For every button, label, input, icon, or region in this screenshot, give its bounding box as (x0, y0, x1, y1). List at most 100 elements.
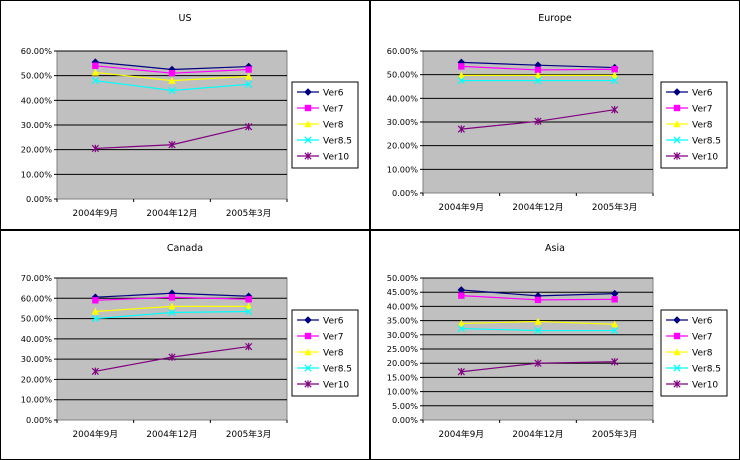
data-point-ver8-5 (168, 308, 176, 317)
y-tick-label: 10.00% (387, 164, 418, 174)
y-tick-label: 45.00% (387, 287, 418, 297)
legend-label: Ver8 (692, 349, 713, 359)
x-tick-label: 2004年9月 (73, 428, 119, 440)
legend-box (660, 309, 728, 397)
legend-marker (304, 120, 312, 128)
chart-us: US 0.00% 10.00% 20.00% 30.00% 40.00% 50.00% 60.… (0, 0, 370, 230)
legend-marker (673, 348, 681, 356)
y-tick-label: 50.00% (387, 70, 418, 80)
legend-label: Ver8.5 (692, 365, 721, 375)
y-tick-label: 60.00% (21, 293, 52, 303)
y-tick-label: 30.00% (21, 354, 52, 364)
data-point-ver8-5 (611, 326, 619, 335)
data-point-ver8-5 (168, 86, 176, 95)
legend-label: Ver8.5 (692, 137, 721, 147)
legend-label: Ver6 (323, 89, 344, 99)
y-tick-label: 30.00% (21, 120, 52, 130)
y-tick-label: 10.00% (387, 387, 418, 397)
chart-title: Asia (545, 243, 565, 254)
legend: Ver6 Ver7 Ver8 Ver8.5 Ver10 (660, 81, 728, 169)
legend-marker (304, 348, 312, 356)
y-tick-label: 20.00% (387, 358, 418, 368)
legend-label: Ver6 (692, 317, 713, 327)
chart-canada: Canada 0.00% 10.00% 20.00% 30.00% 40.00% 50.00… (0, 230, 370, 460)
y-tick-label: 50.00% (21, 314, 52, 324)
y-tick-label: 0.00% (26, 194, 52, 204)
data-point-ver8 (244, 72, 253, 80)
data-point-ver8 (244, 302, 253, 310)
legend-label: Ver8 (323, 349, 344, 359)
data-point-ver7 (611, 66, 618, 73)
legend-label: Ver7 (692, 333, 712, 343)
legend-marker (673, 364, 681, 372)
y-tick-label: 60.00% (387, 46, 418, 56)
data-point-ver8-5 (457, 324, 465, 333)
data-point-ver8 (610, 71, 619, 79)
data-point-ver10 (245, 342, 253, 351)
legend-marker (673, 332, 681, 340)
x-tick-label: 2005年3月 (592, 428, 638, 440)
data-point-ver10 (611, 105, 619, 114)
data-point-ver8-5 (534, 76, 542, 85)
data-point-ver10 (611, 358, 619, 366)
y-tick-label: 30.00% (387, 117, 418, 127)
x-tick-label: 2005年3月 (226, 207, 272, 219)
x-tick-label: 2004年12月 (146, 428, 197, 440)
legend-marker (304, 104, 312, 112)
data-point-ver8-5 (611, 76, 619, 85)
data-point-ver8-5 (91, 76, 99, 85)
data-point-ver8 (91, 307, 100, 315)
legend-label: Ver10 (323, 381, 349, 391)
chart-asia: Asia 0.00% 5.00% 10.00% 15.00% 20.00% 25.00% 30… (370, 230, 740, 460)
data-point-ver10 (457, 368, 465, 376)
legend-marker (304, 380, 312, 388)
legend-marker (304, 152, 312, 160)
legend-label: Ver8 (323, 121, 344, 131)
legend-marker (304, 332, 312, 340)
y-tick-label: 40.00% (387, 93, 418, 103)
y-tick-label: 0.00% (26, 415, 52, 425)
data-point-ver8 (457, 71, 466, 79)
legend-marker (673, 152, 681, 160)
legend-label: Ver7 (692, 105, 712, 115)
legend: Ver6 Ver7 Ver8 Ver8.5 Ver10 (660, 309, 728, 397)
legend-label: Ver8 (692, 121, 713, 131)
x-tick-label: 2004年12月 (512, 428, 563, 440)
legend-box (291, 309, 359, 397)
y-tick-label: 40.00% (387, 301, 418, 311)
legend: Ver6 Ver7 Ver8 Ver8.5 Ver10 (291, 81, 359, 169)
data-point-ver7 (611, 296, 618, 303)
data-point-ver10 (168, 141, 176, 149)
legend-marker (673, 380, 681, 388)
data-point-ver8-5 (91, 314, 99, 323)
x-tick-label: 2004年9月 (439, 428, 485, 440)
y-tick-label: 15.00% (387, 372, 418, 382)
y-tick-label: 40.00% (21, 334, 52, 344)
legend-label: Ver10 (692, 153, 718, 163)
chart-title: Canada (167, 243, 203, 254)
legend: Ver6 Ver7 Ver8 Ver8.5 Ver10 (291, 309, 359, 397)
data-point-ver7 (458, 292, 465, 299)
y-tick-label: 0.00% (392, 188, 418, 198)
data-point-ver8-5 (534, 326, 542, 335)
legend-label: Ver8.5 (323, 137, 352, 147)
legend-box (660, 81, 728, 169)
y-tick-label: 40.00% (21, 95, 52, 105)
x-tick-label: 2005年3月 (592, 201, 638, 213)
data-point-ver8 (534, 71, 542, 79)
y-tick-label: 60.00% (21, 46, 52, 56)
data-point-ver7 (458, 63, 465, 70)
data-point-ver10 (457, 125, 465, 133)
legend-label: Ver7 (323, 333, 343, 343)
data-point-ver7 (168, 70, 176, 77)
y-tick-label: 50.00% (21, 71, 52, 81)
legend-box (291, 81, 359, 169)
legend-marker (304, 136, 312, 144)
legend-marker (673, 88, 681, 96)
data-point-ver8 (610, 320, 619, 328)
x-tick-label: 2004年12月 (512, 201, 563, 213)
legend-marker (673, 316, 681, 324)
legend-marker (673, 104, 681, 112)
data-point-ver8-5 (457, 76, 465, 85)
